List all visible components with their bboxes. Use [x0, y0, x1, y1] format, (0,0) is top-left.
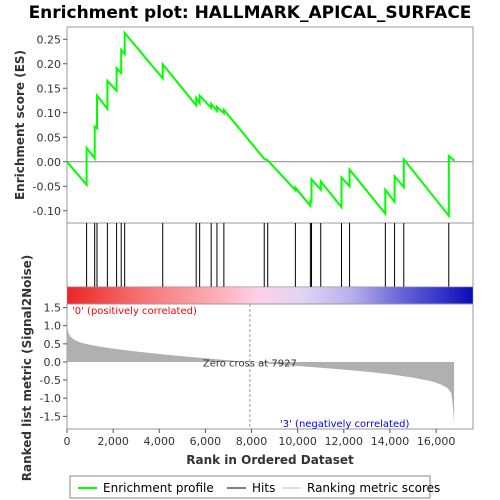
es-y-tick-label: 0.15: [37, 82, 62, 95]
ranked-x-tick-label: 10,000: [278, 435, 317, 448]
es-y-tick-label: -0.10: [33, 205, 61, 218]
legend-hits-label: Hits: [252, 481, 275, 495]
ranked-y-tick-label: 1.5: [44, 302, 62, 315]
ranked-x-axis-title: Rank in Ordered Dataset: [186, 453, 354, 467]
ranked-x-tick-label: 12,000: [325, 435, 364, 448]
es-y-axis: -0.10 -0.05 0.00 0.05 0.10 0.15 0.20 0.25: [33, 33, 67, 218]
negative-label: '3' (negatively correlated): [280, 419, 409, 430]
ranked-y-axis-title: Ranked list metric (Signal2Noise): [20, 255, 34, 482]
ranked-x-tick-label: 8,000: [236, 435, 268, 448]
legend-frame: [69, 475, 431, 499]
es-y-tick-label: 0.05: [37, 131, 62, 144]
legend-ranking-label: Ranking metric scores: [307, 481, 440, 495]
es-y-tick-label: 0.25: [37, 33, 62, 46]
enrichment-profile-line: [66, 30, 456, 219]
ranked-y-tick-label: -1.0: [40, 392, 61, 405]
ranked-y-axis: -1.5 -1.0 -0.5 0.0 0.5 1.0 1.5: [40, 302, 67, 423]
ranked-x-tick-label: 4,000: [144, 435, 176, 448]
ranked-y-tick-label: -0.5: [40, 374, 61, 387]
ranked-x-axis: 0 2,000 4,000 6,000 8,000 10,000 12,000 14,000 1…: [64, 429, 456, 448]
ranked-y-tick-label: 0.0: [44, 356, 62, 369]
ranking-metric-area: [67, 318, 455, 426]
ranked-x-tick-label: 6,000: [190, 435, 222, 448]
chart-title: Enrichment plot: HALLMARK_APICAL_SURFACE: [29, 3, 472, 23]
ranked-x-tick-label: 0: [64, 435, 71, 448]
ranked-list-heat-bar: [66, 286, 474, 305]
ranked-x-tick-label: 16,000: [417, 435, 456, 448]
ranked-y-tick-label: 1.0: [44, 320, 62, 333]
es-y-tick-label: 0.20: [37, 58, 62, 71]
ranked-y-tick-label: -1.5: [40, 410, 61, 423]
es-panel-frame: [66, 26, 474, 224]
legend-enrichment-label: Enrichment profile: [103, 481, 214, 495]
es-y-tick-label: -0.05: [33, 180, 61, 193]
positive-label: '0' (positively correlated): [72, 306, 197, 317]
es-y-tick-label: 0.10: [37, 107, 62, 120]
hits-marks: [86, 223, 450, 287]
es-y-tick-label: 0.00: [37, 156, 62, 169]
ranked-y-tick-label: 0.5: [44, 338, 62, 351]
zero-cross-label: Zero cross at 7927: [203, 358, 297, 369]
es-y-axis-title: Enrichment score (ES): [13, 50, 27, 200]
legend: Enrichment profile Hits Ranking metric s…: [69, 475, 440, 499]
hits-panel-frame: [66, 222, 474, 288]
ranked-x-tick-label: 14,000: [371, 435, 410, 448]
ranked-x-tick-label: 2,000: [97, 435, 129, 448]
